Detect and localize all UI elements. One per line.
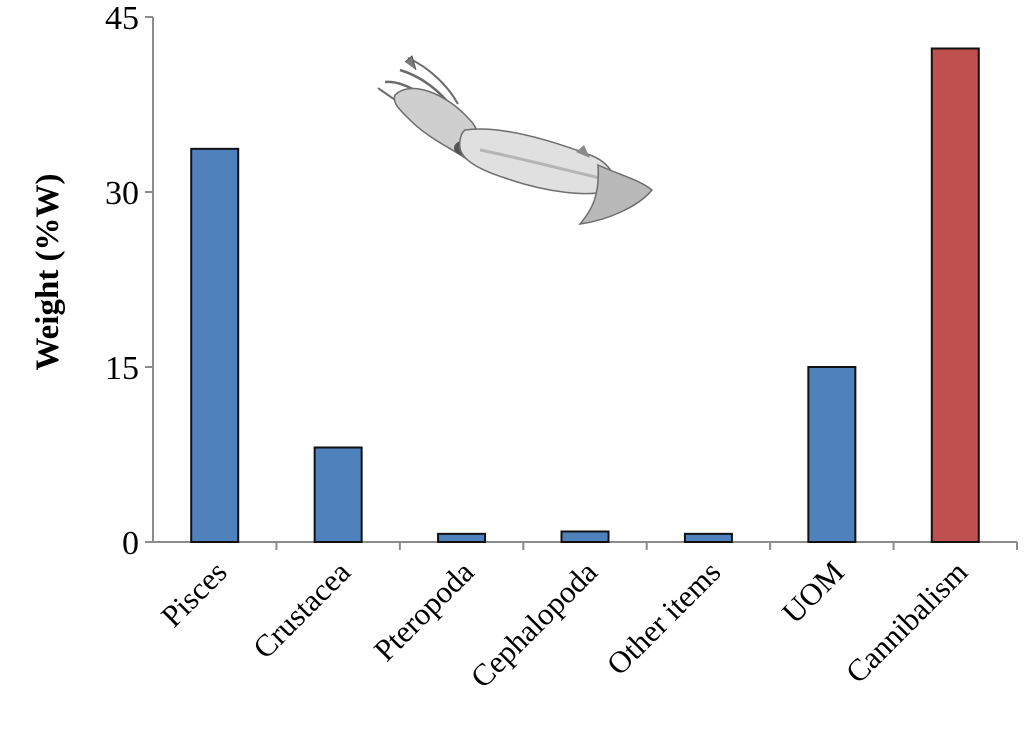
- bar-cephalopoda: [560, 530, 610, 543]
- bar-uom: [807, 366, 857, 543]
- x-tick-label: Cephalopoda: [464, 554, 605, 695]
- bar-pisces: [190, 147, 240, 543]
- x-tick-label: Pteropoda: [367, 554, 481, 668]
- bar-pteropoda: [437, 532, 487, 543]
- x-tick-label: Cannibalism: [839, 554, 975, 690]
- x-tick-label: Crustacea: [246, 554, 357, 665]
- y-tick-label: 0: [122, 525, 139, 562]
- x-tick-label: Other items: [600, 554, 728, 682]
- squid-icon: [377, 55, 654, 226]
- x-tick-label: UOM: [775, 554, 851, 630]
- y-axis-title: Weight (%W): [30, 173, 66, 370]
- bar-crustacea: [313, 446, 363, 543]
- y-tick-label: 45: [105, 0, 139, 37]
- x-tick-label: Pisces: [154, 554, 234, 634]
- y-tick-label: 15: [105, 350, 139, 387]
- y-tick-label: 30: [105, 175, 139, 212]
- bar-cannibalism: [930, 47, 980, 543]
- bar-other-items: [683, 532, 733, 543]
